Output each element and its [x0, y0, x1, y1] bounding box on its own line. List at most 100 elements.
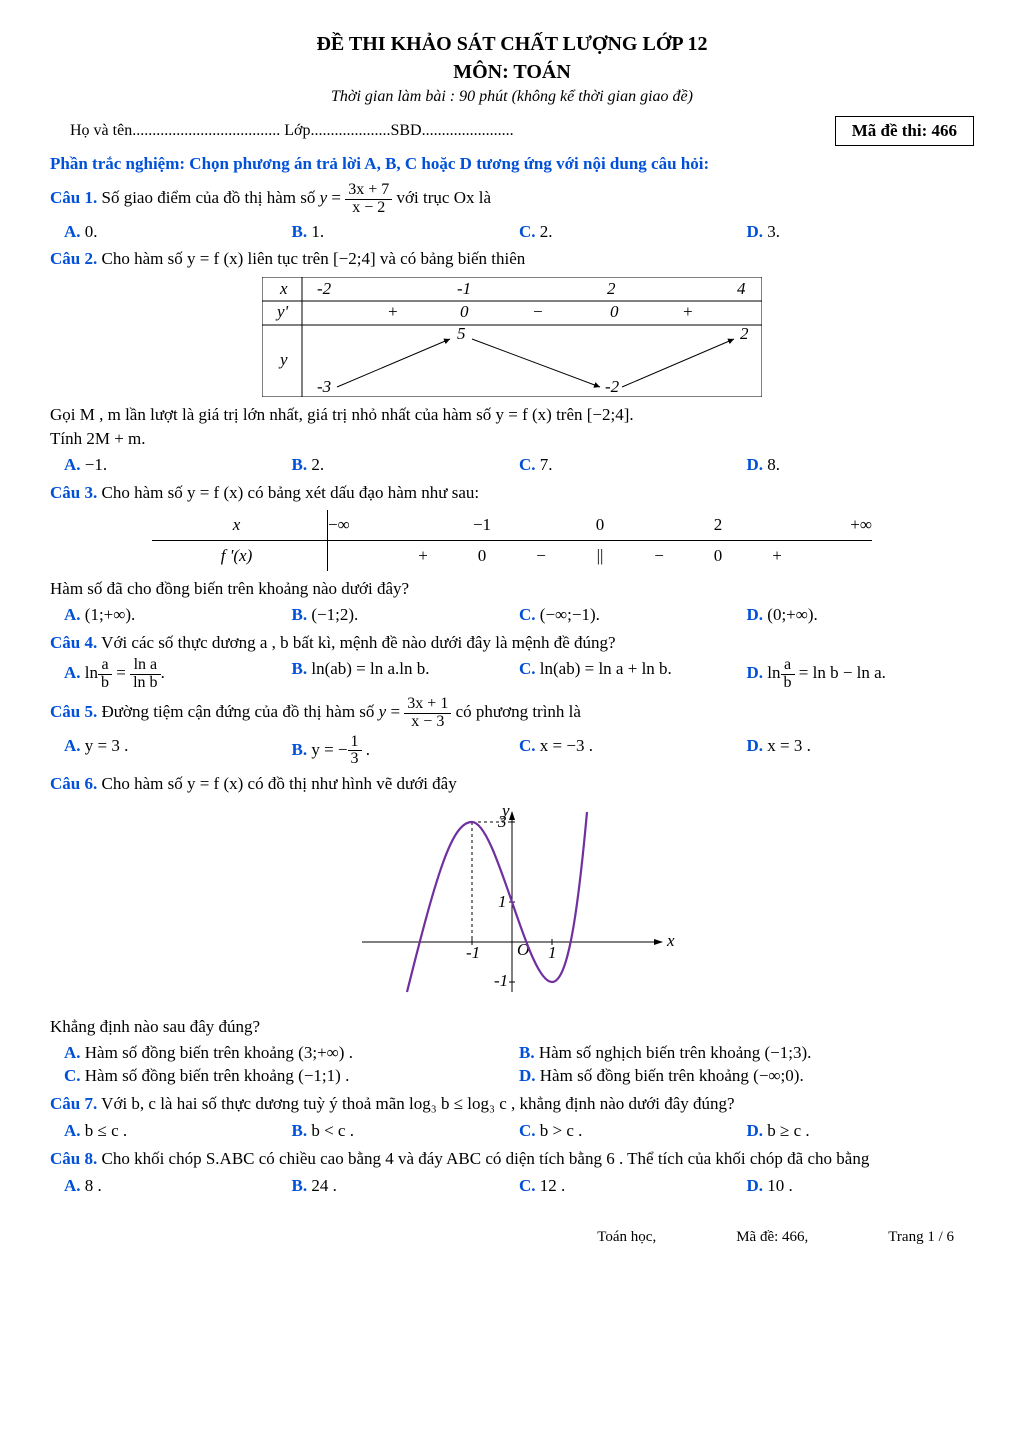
q6-opt-a: A. Hàm số đồng biến trên khoảng (3;+∞) .: [64, 1041, 519, 1065]
q3-opt-d: D. (0;+∞).: [747, 603, 975, 627]
q4a-eq: =: [112, 664, 130, 683]
q4-opt-c: C. ln(ab) = ln a + ln b.: [519, 657, 747, 692]
q7c-text: b > c .: [540, 1121, 583, 1140]
q8c-text: 12 .: [540, 1176, 566, 1195]
q5b-pre: y = −: [311, 740, 347, 759]
svg-text:-1: -1: [494, 971, 508, 990]
exam-code-box: Mã đề thi: 466: [835, 116, 974, 146]
q3-opt-a: A. (1;+∞).: [64, 603, 292, 627]
q7-label: Câu 7.: [50, 1094, 97, 1113]
q1-opt-a: A. 0.: [64, 220, 292, 244]
q3-x-1: −1: [468, 510, 496, 540]
question-5: Câu 5. Đường tiệm cận đứng của đồ thị hà…: [50, 696, 974, 731]
svg-text:2: 2: [607, 279, 616, 298]
q7b-text: b < c .: [311, 1121, 354, 1140]
q7-opt-a: A. b ≤ c .: [64, 1119, 292, 1143]
q8-text: Cho khối chóp S.ABC có chiều cao bằng 4 …: [97, 1149, 869, 1168]
question-3: Câu 3. Cho hàm số y = f (x) có bảng xét …: [50, 481, 974, 505]
q6-text: Cho hàm số y = f (x) có đồ thị như hình …: [97, 774, 457, 793]
q5b-d: 3: [348, 751, 362, 768]
q2-after-1: Gọi M , m lần lượt là giá trị lớn nhất, …: [50, 403, 974, 427]
q8b-text: 24 .: [311, 1176, 337, 1195]
q7d-text: b ≥ c .: [767, 1121, 809, 1140]
q5-opt-a: A. y = 3 .: [64, 734, 292, 769]
q8-label: Câu 8.: [50, 1149, 97, 1168]
q7-opt-c: C. b > c .: [519, 1119, 747, 1143]
q5-opt-c: C. x = −3 .: [519, 734, 747, 769]
svg-text:0: 0: [610, 302, 619, 321]
footer-subject: Toán học,: [597, 1227, 656, 1248]
svg-text:5: 5: [457, 324, 466, 343]
q4d-n: a: [781, 657, 795, 675]
q8-opt-c: C. 12 .: [519, 1174, 747, 1198]
q1-c-text: 2.: [540, 222, 553, 241]
q2-d-text: 8.: [767, 455, 780, 474]
footer-page: Trang 1 / 6: [888, 1227, 954, 1248]
q5a-text: y = 3 .: [85, 736, 129, 755]
q5-post: có phương trình là: [451, 702, 581, 721]
q2-after-2: Tính 2M + m.: [50, 427, 974, 451]
q7-text: Với b, c là hai số thực dương tuỳ ý thoả…: [97, 1094, 734, 1113]
q3-x-0: −∞: [328, 510, 379, 540]
q4-text: Với các số thực dương a , b bất kì, mệnh…: [97, 633, 615, 652]
q3-sign-table: x −∞ −1 0 2 +∞ f '(x) + 0 − || − 0 +: [50, 510, 974, 571]
svg-text:-1: -1: [457, 279, 471, 298]
svg-text:-2: -2: [605, 377, 620, 396]
q3-s-4: −: [614, 541, 704, 571]
svg-text:y: y: [278, 350, 288, 369]
question-4: Câu 4. Với các số thực dương a , b bất k…: [50, 631, 974, 655]
q4-opt-a: A. lnab = ln aln b.: [64, 657, 292, 692]
question-2: Câu 2. Cho hàm số y = f (x) liên tục trê…: [50, 247, 974, 271]
q2-opt-b: B. 2.: [292, 453, 520, 477]
q3-s-0: +: [378, 541, 468, 571]
q3-opt-c: C. (−∞;−1).: [519, 603, 747, 627]
q8-options: A. 8 . B. 24 . C. 12 . D. 10 .: [64, 1174, 974, 1198]
q2-opt-a: A. −1.: [64, 453, 292, 477]
q5b-n: 1: [348, 734, 362, 752]
svg-text:x: x: [279, 279, 288, 298]
svg-text:+: +: [682, 302, 693, 321]
q1-label: Câu 1.: [50, 188, 97, 207]
title-line-2: MÔN: TOÁN: [50, 58, 974, 86]
q2-opt-d: D. 8.: [747, 453, 975, 477]
question-1: Câu 1. Số giao điểm của đồ thị hàm số y …: [50, 182, 974, 217]
q5c-text: x = −3 .: [540, 736, 593, 755]
q7-options: A. b ≤ c . B. b < c . C. b > c . D. b ≥ …: [64, 1119, 974, 1143]
q2-options: A. −1. B. 2. C. 7. D. 8.: [64, 453, 974, 477]
q1-b-text: 1.: [311, 222, 324, 241]
svg-text:-2: -2: [317, 279, 332, 298]
q2-c-text: 7.: [540, 455, 553, 474]
q1-options: A. 0. B. 1. C. 2. D. 3.: [64, 220, 974, 244]
q3-text: Cho hàm số y = f (x) có bảng xét dấu đạo…: [97, 483, 479, 502]
q3-b-text: (−1;2).: [311, 605, 358, 624]
svg-text:1: 1: [498, 892, 507, 911]
q5d-text: x = 3 .: [767, 736, 811, 755]
q6a-text: Hàm số đồng biến trên khoảng (3;+∞) .: [85, 1043, 353, 1062]
q4d-d: b: [781, 675, 795, 692]
q6-opt-b: B. Hàm số nghịch biến trên khoảng (−1;3)…: [519, 1041, 974, 1065]
q3-d-text: (0;+∞).: [767, 605, 818, 624]
q2-table-svg: x y' y -2 -1 2 4 + 0 − 0 + -3 5 -2 2: [262, 277, 762, 397]
q1-a-text: 0.: [85, 222, 98, 241]
q6-after: Khẳng định nào sau đây đúng?: [50, 1015, 974, 1039]
q8a-text: 8 .: [85, 1176, 102, 1195]
q4-opt-b: B. ln(ab) = ln a.ln b.: [292, 657, 520, 692]
q3-s-5: 0: [704, 541, 732, 571]
header-row: Họ và tên...............................…: [50, 116, 974, 146]
q4a-n1: a: [98, 657, 112, 675]
q5-label: Câu 5.: [50, 702, 97, 721]
footer-code: Mã đề: 466,: [736, 1227, 808, 1248]
q2-variation-table: x y' y -2 -1 2 4 + 0 − 0 + -3 5 -2 2: [50, 277, 974, 397]
question-8: Câu 8. Cho khối chóp S.ABC có chiều cao …: [50, 1147, 974, 1171]
q5-options: A. y = 3 . B. y = −13 . C. x = −3 . D. x…: [64, 734, 974, 769]
q6-graph-svg: x y O -1 1 1 3 -1: [342, 802, 682, 1002]
q4a-n2: ln a: [130, 657, 160, 675]
question-7: Câu 7. Với b, c là hai số thực dương tuỳ…: [50, 1092, 974, 1116]
q6-opt-c: C. Hàm số đồng biến trên khoảng (−1;1) .: [64, 1064, 519, 1088]
q4a-pre: ln: [85, 664, 98, 683]
student-info-line: Họ và tên...............................…: [50, 120, 514, 142]
svg-text:1: 1: [548, 943, 557, 962]
q7a-text: b ≤ c .: [85, 1121, 127, 1140]
svg-text:0: 0: [460, 302, 469, 321]
q6-label: Câu 6.: [50, 774, 97, 793]
